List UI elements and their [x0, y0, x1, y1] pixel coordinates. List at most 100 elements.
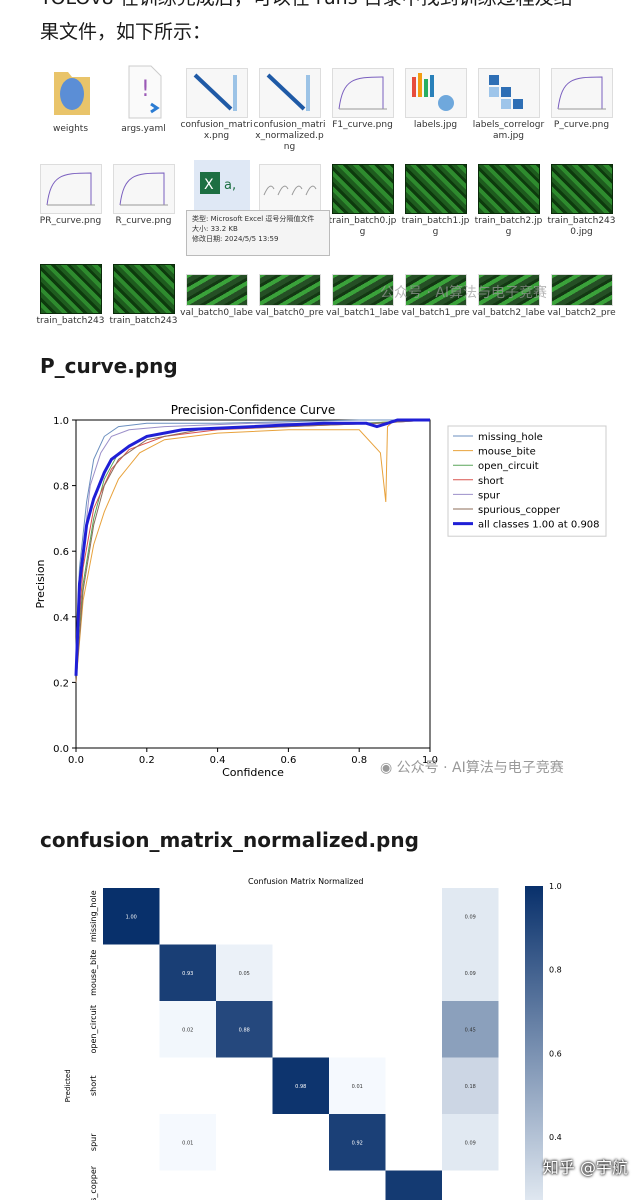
file-name: train_batch2430.jpg: [547, 216, 616, 237]
file-name: P_curve.png: [553, 120, 610, 130]
file-tooltip: 类型: Microsoft Excel 逗号分隔值文件 大小: 33.2 KB …: [186, 210, 330, 256]
file-item[interactable]: val_batch0_labe: [180, 258, 253, 319]
file-item[interactable]: val_batch1_pre: [399, 258, 472, 319]
file-item[interactable]: train_batch2430.jpg: [545, 158, 618, 238]
matrix-thumb: [185, 68, 248, 118]
cell-label: 0.98: [295, 1084, 306, 1090]
cell-label: 0.01: [182, 1140, 193, 1146]
file-item[interactable]: train_batch0.jpg: [326, 158, 399, 238]
file-name: F1_curve.png: [332, 120, 393, 130]
yaml-icon: !: [121, 62, 167, 122]
y-tick-label: 0.6: [53, 547, 69, 558]
file-name: train_batch0.jpg: [328, 216, 397, 237]
file-name: confusion_matrix.png: [180, 120, 253, 141]
x-tick-label: 1.0: [422, 755, 438, 766]
matrix-cell: [216, 1001, 273, 1058]
series-line: [75, 419, 430, 683]
x-tick-label: 0.4: [210, 755, 226, 766]
curve-thumb: [112, 164, 175, 214]
tooltip-date: 修改日期: 2024/5/5 13:59: [192, 235, 279, 243]
plot-area: [75, 419, 431, 749]
file-item[interactable]: PR_curve.png: [34, 158, 107, 227]
cell-label: 0.93: [182, 971, 193, 977]
file-item[interactable]: val_batch2_labe: [472, 258, 545, 319]
zhihu-watermark: 知乎 @宇航: [542, 1158, 628, 1177]
y-tick-label: 0.0: [53, 744, 69, 755]
colorbar-tick: 0.8: [549, 966, 562, 975]
file-name: PR_curve.png: [39, 216, 102, 226]
file-name: train_batch1.jpg: [401, 216, 470, 237]
file-item[interactable]: weights: [34, 62, 107, 135]
val-thumb: [550, 274, 613, 306]
curve-thumb: [331, 68, 394, 118]
file-item[interactable]: P_curve.png: [545, 62, 618, 131]
section-title-p-curve: P_curve.png: [40, 354, 178, 378]
file-name: val_batch0_labe: [180, 308, 253, 318]
file-name: R_curve.png: [115, 216, 172, 226]
file-item[interactable]: train_batch1.jpg: [399, 158, 472, 238]
grid-watermark: 公众号 · AI算法与电子竞赛: [380, 285, 548, 301]
y-tick-label: 0.2: [53, 678, 69, 689]
x-axis-label: Confidence: [222, 766, 284, 779]
file-item[interactable]: val_batch1_labe: [326, 258, 399, 319]
matrix-thumb: [258, 68, 321, 118]
file-item[interactable]: labels_correlogram.jpg: [472, 62, 545, 142]
file-item[interactable]: train_batch243: [34, 258, 107, 327]
file-name: val_batch2_labe: [472, 308, 545, 318]
tooltip-type: 类型: Microsoft Excel 逗号分隔值文件: [192, 215, 315, 223]
file-item[interactable]: train_batch243: [107, 258, 180, 327]
chart-title: Confusion Matrix Normalized: [248, 877, 363, 886]
x-tick-label: 0.8: [351, 755, 367, 766]
file-name: confusion_matrix_normalized.png: [253, 120, 326, 152]
batch-thumb: [477, 164, 540, 214]
chart-watermark: ◉ 公众号 · AI算法与电子竞赛: [380, 757, 564, 777]
y-tick-label: 1.0: [53, 416, 69, 427]
matrix-cell: [442, 1001, 499, 1058]
file-item[interactable]: confusion_matrix_normalized.png: [253, 62, 326, 153]
val-thumb: [185, 274, 248, 306]
file-name: labels.jpg: [413, 120, 458, 130]
y-axis-label: Precision: [34, 559, 47, 608]
y-axis-label: Predicted: [64, 1069, 72, 1102]
row-label: spurious_copper: [89, 1165, 98, 1200]
file-item[interactable]: labels.jpg: [399, 62, 472, 131]
p-curve-chart: Precision-Confidence Curve 0.0 0.2 0.4 0.6 0.…: [34, 403, 607, 779]
series-line: [75, 419, 431, 650]
matrix-cell: [442, 1057, 499, 1114]
cell-label: 0.45: [465, 1027, 476, 1033]
file-item[interactable]: confusion_matrix.png: [180, 62, 253, 142]
file-item[interactable]: val_batch0_pre: [253, 258, 326, 319]
matrix-cell: [385, 1170, 442, 1200]
intro-cut-line: YOLOv8 在训练完成后，可以在 runs 目录中找到训练过程及结: [40, 0, 573, 14]
row-label: spur: [89, 1133, 98, 1151]
wechat-icon: ◉: [380, 760, 393, 776]
matrix-cell: [442, 888, 499, 945]
colorbar: [525, 886, 543, 1200]
matrix-cell: [442, 944, 499, 1001]
cell-label: 0.01: [352, 1084, 363, 1090]
batch-thumb: [39, 264, 102, 314]
row-label: missing_hole: [89, 890, 98, 942]
cell-label: 0.09: [465, 971, 476, 977]
batch-thumb: [112, 264, 175, 314]
intro-line: 果文件，如下所示：: [40, 21, 212, 43]
matrix-cell: [329, 1057, 386, 1114]
tooltip-size: 大小: 33.2 KB: [192, 225, 238, 233]
file-item[interactable]: F1_curve.png: [326, 62, 399, 131]
legend-label: all classes 1.00 at 0.908: [478, 520, 600, 531]
file-item[interactable]: ! args.yaml: [107, 62, 180, 135]
file-name: val_batch2_pre: [547, 308, 616, 318]
file-name: val_batch1_pre: [401, 308, 470, 318]
series-line: [74, 418, 430, 676]
legend-label: spur: [478, 490, 501, 501]
file-item[interactable]: R_curve.png: [107, 158, 180, 227]
row-label: mouse_bite: [89, 950, 98, 996]
matrix-cell: [272, 1057, 329, 1114]
matrix-cell: [159, 944, 216, 1001]
matrix-cell: [159, 1114, 216, 1171]
matrix-cell: [329, 1114, 386, 1171]
legend-label: short: [478, 476, 504, 487]
file-item[interactable]: train_batch2.jpg: [472, 158, 545, 238]
file-item[interactable]: val_batch2_pre: [545, 258, 618, 319]
